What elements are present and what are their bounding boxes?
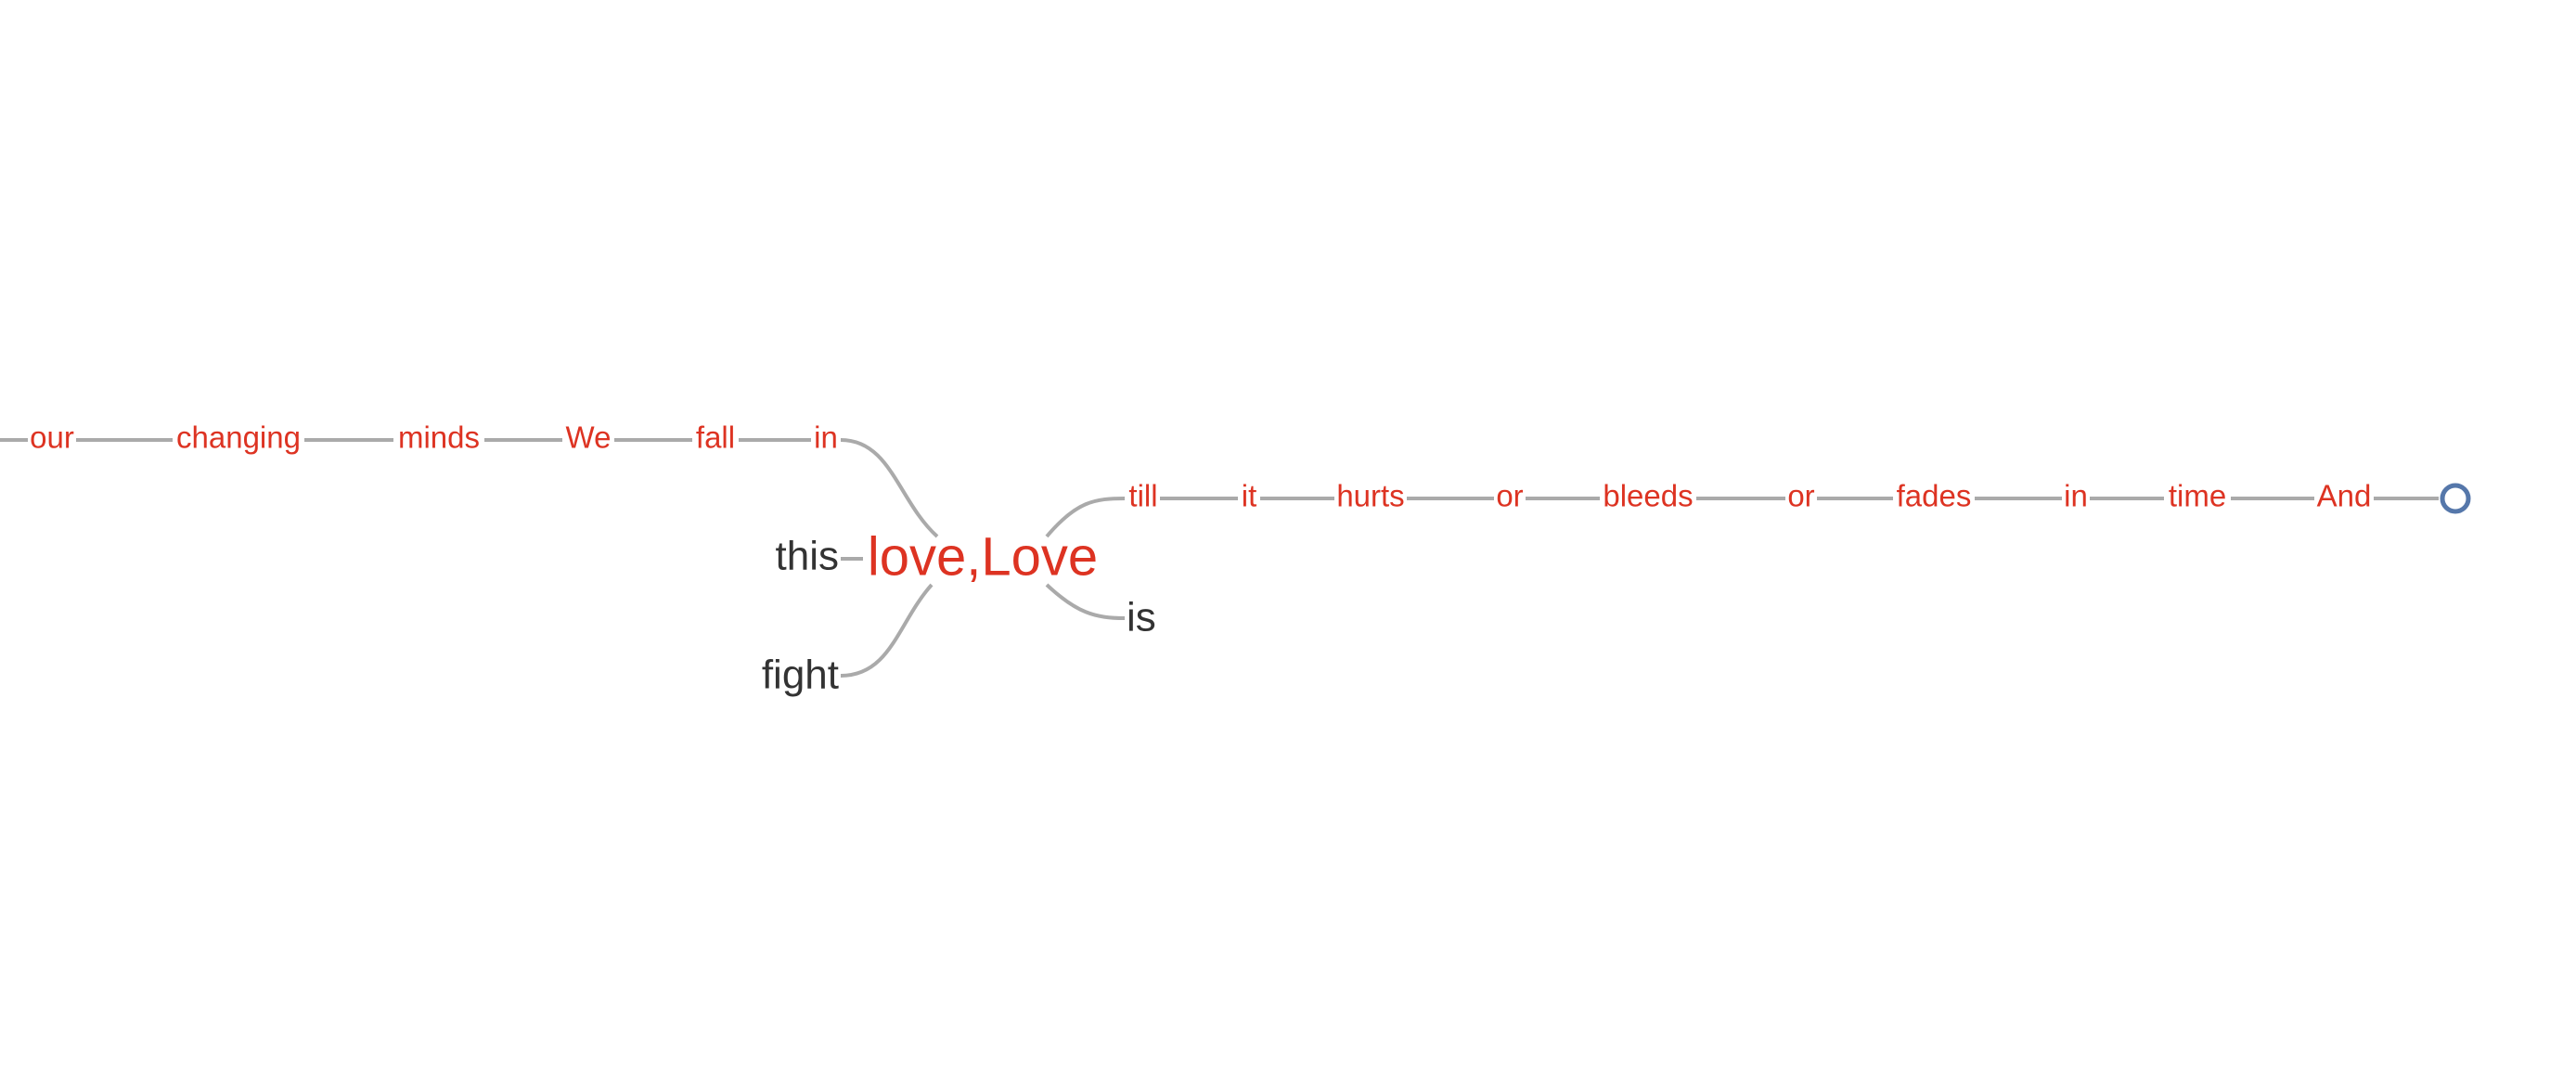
- tree-word[interactable]: changing: [176, 420, 301, 455]
- tree-word[interactable]: or: [1787, 479, 1814, 513]
- upper-branch: our changing minds We fall in: [30, 420, 838, 455]
- tree-links: [0, 438, 2439, 678]
- tree-word[interactable]: fall: [696, 420, 735, 455]
- link: [1045, 583, 1126, 620]
- tree-word[interactable]: bleeds: [1603, 479, 1693, 513]
- tree-word[interactable]: our: [30, 420, 74, 455]
- tree-word[interactable]: hurts: [1336, 479, 1404, 513]
- tree-word[interactable]: time: [2169, 479, 2226, 513]
- root-node-circle[interactable]: [2440, 483, 2471, 514]
- link: [840, 583, 934, 678]
- focus-word[interactable]: love,Love: [868, 526, 1098, 587]
- tree-word[interactable]: in: [814, 420, 838, 455]
- tree-word[interactable]: till: [1128, 479, 1157, 513]
- tree-word[interactable]: minds: [398, 420, 480, 455]
- tree-word[interactable]: And: [2317, 479, 2372, 513]
- tree-word[interactable]: fades: [1897, 479, 1972, 513]
- link: [1045, 497, 1126, 538]
- right-branch: till it hurts or bleeds or fades in time…: [1127, 479, 2371, 640]
- tree-word[interactable]: is: [1127, 595, 1156, 640]
- tree-word[interactable]: this: [776, 534, 839, 579]
- left-branches: this fight: [762, 534, 839, 698]
- tree-word[interactable]: it: [1242, 479, 1257, 513]
- tree-word[interactable]: or: [1496, 479, 1523, 513]
- tree-word[interactable]: in: [2064, 479, 2088, 513]
- link: [840, 438, 939, 538]
- tree-word[interactable]: We: [566, 420, 612, 455]
- tree-word[interactable]: fight: [762, 653, 839, 698]
